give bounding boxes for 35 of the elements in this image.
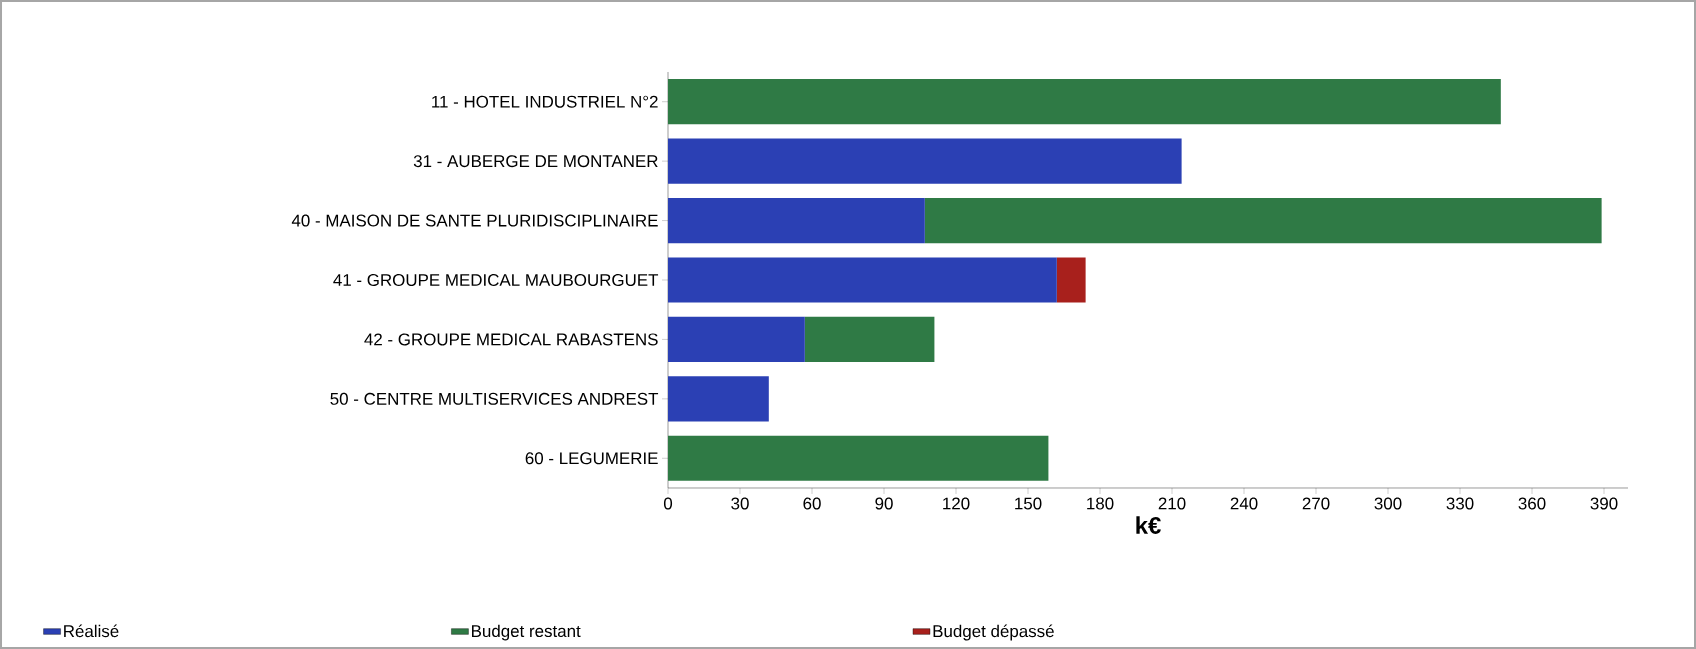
bar — [668, 435, 1049, 481]
x-tick-label: 180 — [1087, 497, 1114, 510]
bar — [668, 316, 805, 362]
x-tick-label: 0 — [663, 497, 673, 510]
x-axis-title: k€ — [1136, 516, 1161, 534]
bar — [668, 376, 769, 422]
x-tick-label: 270 — [1302, 497, 1330, 510]
legend-label: Budget restant — [472, 624, 581, 641]
y-tick-label: 42 - GROUPE MEDICAL RABASTENS — [364, 333, 658, 346]
y-tick-label: 41 - GROUPE MEDICAL MAUBOURGUET — [333, 273, 659, 286]
y-tick-label: 60 - LEGUMERIE — [525, 452, 658, 465]
y-tick-label: 50 - CENTRE MULTISERVICES ANDREST — [330, 392, 659, 405]
legend-label: Budget dépassé — [933, 624, 1054, 641]
x-tick-label: 90 — [875, 497, 893, 510]
x-tick-label: 390 — [1590, 497, 1618, 510]
bar — [1056, 257, 1086, 303]
bar — [668, 79, 1501, 125]
x-tick-label: 330 — [1446, 497, 1474, 510]
bar — [668, 138, 1182, 184]
y-tick-label: 40 - MAISON DE SANTE PLURIDISCIPLINAIRE — [291, 214, 658, 227]
x-tick-label: 300 — [1374, 497, 1402, 510]
bar — [924, 197, 1602, 244]
legend-label: Réalisé — [64, 624, 119, 638]
y-tick-label: 11 - HOTEL INDUSTRIEL N°2 — [432, 95, 658, 108]
bar — [668, 197, 925, 244]
bar — [804, 316, 935, 362]
x-tick-label: 120 — [943, 497, 970, 510]
y-tick-label: 31 - AUBERGE DE MONTANER — [413, 155, 658, 168]
x-tick-label: 240 — [1230, 497, 1258, 510]
bar — [668, 257, 1057, 303]
x-tick-label: 60 — [803, 497, 821, 510]
x-tick-label: 150 — [1015, 497, 1042, 510]
x-tick-label: 360 — [1518, 497, 1546, 510]
x-tick-label: 210 — [1158, 497, 1186, 510]
x-tick-label: 30 — [731, 497, 749, 510]
